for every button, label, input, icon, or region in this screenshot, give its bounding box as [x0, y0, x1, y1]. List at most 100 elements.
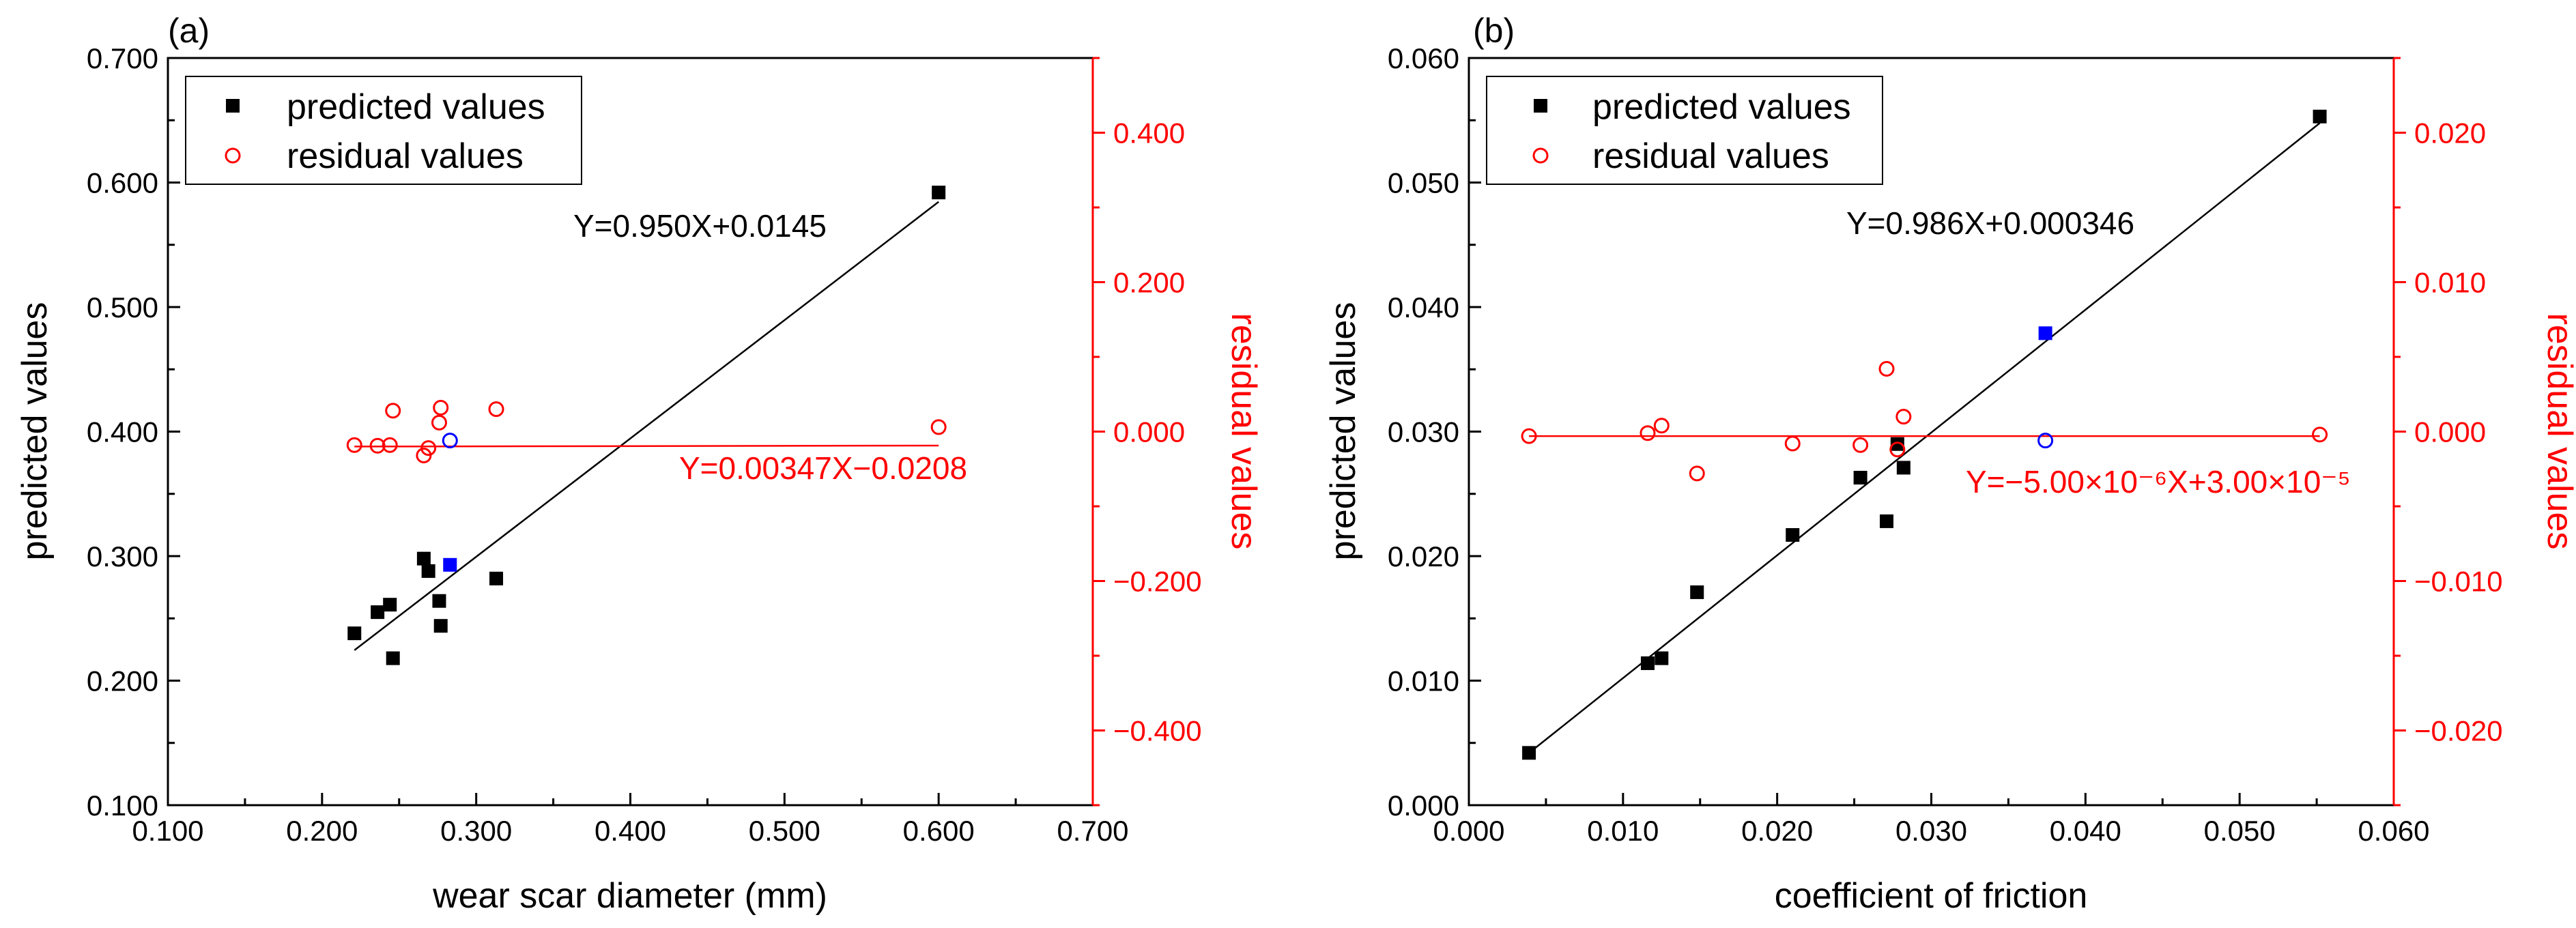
- predicted-point: [347, 626, 362, 641]
- residual-point: [1653, 418, 1670, 434]
- y-tick-label: 0.020: [1388, 540, 1459, 572]
- predicted-point: [1786, 527, 1800, 542]
- predicted-point: [2038, 326, 2052, 340]
- y2-tick-label: 0.000: [1113, 416, 1185, 448]
- predicted-point: [371, 605, 385, 620]
- x-tick-label: 0.300: [440, 815, 512, 847]
- panel-b: (b) 0.000 0.010 0.020 0.030 0.040 0.050 0.060 …: [1323, 12, 2576, 916]
- legend-marker-predicted: [1534, 99, 1547, 113]
- x-tick-label: 0.200: [286, 815, 358, 847]
- residual-point: [382, 437, 398, 453]
- x-tick-label: 0.600: [903, 815, 975, 847]
- legend-box: [1486, 76, 1883, 185]
- x-tick-label: 0.500: [749, 815, 820, 847]
- x-tick-label: 0.020: [1741, 815, 1813, 847]
- legend-label-predicted: predicted values: [287, 87, 545, 127]
- y-tick-label: 0.400: [87, 416, 158, 448]
- y-axis-title: predicted values: [1323, 302, 1363, 561]
- fit-equation-predicted: Y=0.950X+0.0145: [573, 208, 827, 244]
- residual-point: [1521, 428, 1537, 444]
- legend: predicted values residual values: [1486, 76, 1883, 185]
- residual-point: [1878, 361, 1895, 377]
- x-axis: 0.100 0.200 0.300 0.400 0.500 0.600 0.700: [132, 793, 1129, 847]
- predicted-point: [383, 598, 397, 612]
- predicted-point: [432, 594, 446, 608]
- y-tick-label: 0.700: [87, 42, 158, 74]
- y-axis-left: 0.000 0.010 0.020 0.030 0.040 0.050 0.060: [1388, 42, 1481, 822]
- residual-point: [431, 414, 447, 431]
- y2-tick-label: 0.010: [2414, 267, 2486, 299]
- predicted-point: [386, 651, 400, 665]
- y2-tick-label: 0.200: [1113, 267, 1185, 299]
- y-axis-left: 0.100 0.200 0.300 0.400 0.500 0.600 0.700: [87, 42, 180, 822]
- panel-a: (a) 0.100 0.200 0.300 0.400 0.500 0.600 0.700 …: [15, 12, 1263, 916]
- y2-tick-label: 0.400: [1113, 117, 1185, 149]
- residual-point: [2037, 433, 2054, 449]
- predicted-point: [1890, 437, 1904, 451]
- fit-lines: [1528, 122, 2321, 754]
- legend-marker-residual: [225, 147, 241, 164]
- y-tick-label: 0.030: [1388, 416, 1459, 448]
- y-tick-label: 0.100: [87, 789, 158, 822]
- y-tick-label: 0.200: [87, 665, 158, 697]
- y-tick-label: 0.010: [1388, 665, 1459, 697]
- x-tick-label: 0.040: [2050, 815, 2121, 847]
- y-tick-label: 0.500: [87, 291, 158, 323]
- residual-point: [1895, 409, 1912, 425]
- fit-equation-residual: Y=−5.00×10⁻⁶X+3.00×10⁻⁵: [1966, 464, 2351, 499]
- predicted-point: [1690, 585, 1704, 599]
- predicted-point: [421, 564, 435, 578]
- y2-tick-label: 0.020: [2414, 117, 2486, 149]
- residual-point: [2312, 426, 2328, 443]
- residual-point: [369, 437, 386, 454]
- predicted-point: [416, 551, 431, 566]
- y-axis-title: predicted values: [15, 302, 55, 561]
- x-tick-label: 0.700: [1057, 815, 1128, 847]
- residual-point: [385, 403, 401, 419]
- y2-tick-label: −0.010: [2414, 566, 2503, 598]
- y-tick-label: 0.600: [87, 167, 158, 199]
- x-axis: 0.000 0.010 0.020 0.030 0.040 0.050 0.060: [1433, 793, 2430, 847]
- predicted-point: [2313, 109, 2327, 124]
- legend-marker-predicted: [226, 99, 240, 113]
- residual-point: [1784, 435, 1801, 452]
- legend-label-predicted: predicted values: [1592, 87, 1851, 127]
- residual-point: [1889, 441, 1906, 458]
- x-tick-label: 0.050: [2204, 815, 2276, 847]
- y2-axis-title: residual values: [1224, 313, 1263, 550]
- predicted-point: [932, 186, 946, 200]
- x-tick-label: 0.060: [2358, 815, 2429, 847]
- predicted-point: [1896, 461, 1910, 475]
- y2-axis-title: residual values: [2540, 313, 2576, 550]
- predicted-point: [1880, 514, 1894, 528]
- data-points: [346, 186, 947, 665]
- x-tick-label: 0.000: [1433, 815, 1504, 847]
- panel-label: (a): [168, 12, 210, 50]
- legend: predicted values residual values: [185, 76, 582, 185]
- fit-equation-residual: Y=0.00347X−0.0208: [679, 450, 967, 486]
- residual-point: [1689, 465, 1705, 482]
- x-tick-label: 0.100: [132, 815, 203, 847]
- residual-point: [488, 401, 504, 418]
- y-tick-label: 0.000: [1388, 789, 1459, 822]
- predicted-point: [1522, 746, 1536, 760]
- y-tick-label: 0.300: [87, 540, 158, 572]
- residual-point: [433, 399, 449, 416]
- y2-tick-label: −0.200: [1113, 566, 1202, 598]
- y-tick-label: 0.060: [1388, 42, 1459, 74]
- residual-point: [420, 440, 437, 456]
- fit-lines: [354, 201, 939, 651]
- predicted-fit-line: [354, 201, 939, 651]
- predicted-fit-line: [1528, 122, 2321, 754]
- x-tick-label: 0.010: [1587, 815, 1659, 847]
- predicted-point: [443, 557, 457, 572]
- legend-marker-residual: [1532, 147, 1549, 164]
- residual-point: [346, 437, 362, 453]
- y2-tick-label: −0.400: [1113, 715, 1202, 747]
- predicted-point: [1853, 471, 1867, 485]
- residual-point: [1852, 437, 1869, 453]
- y2-tick-label: −0.020: [2414, 715, 2503, 747]
- fit-equation-predicted: Y=0.986X+0.000346: [1846, 205, 2134, 241]
- legend-label-residual: residual values: [1592, 136, 1829, 176]
- predicted-point: [489, 571, 504, 585]
